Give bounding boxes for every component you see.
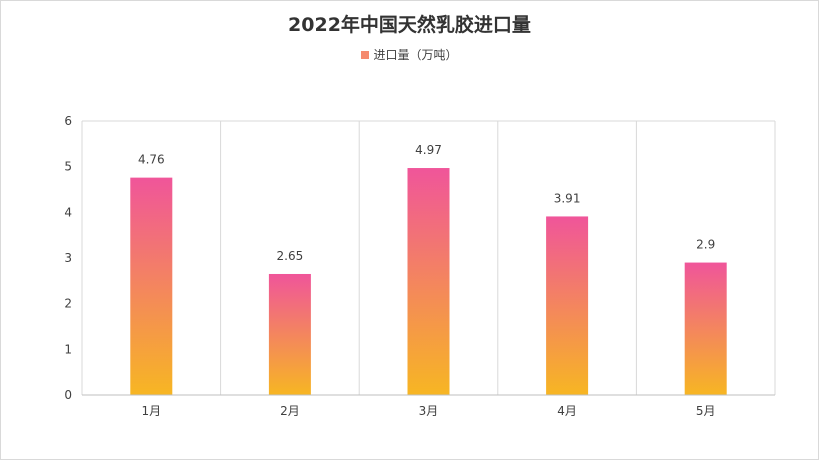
data-label: 4.97	[415, 143, 442, 157]
data-label: 2.9	[696, 238, 715, 252]
y-tick-label: 3	[64, 251, 72, 265]
legend: 进口量（万吨）	[0, 46, 819, 63]
data-label: 2.65	[277, 249, 304, 263]
x-tick-label: 5月	[696, 404, 716, 418]
legend-label: 进口量（万吨）	[373, 48, 458, 62]
bar	[684, 262, 727, 395]
bar	[546, 216, 589, 395]
y-tick-label: 1	[64, 342, 72, 356]
x-tick-label: 1月	[141, 404, 161, 418]
y-tick-label: 2	[64, 297, 72, 311]
data-label: 3.91	[554, 191, 581, 205]
legend-swatch	[361, 50, 370, 59]
y-tick-label: 4	[64, 205, 72, 219]
x-tick-label: 3月	[419, 404, 439, 418]
y-tick-label: 0	[64, 388, 72, 402]
y-tick-label: 5	[64, 160, 72, 174]
y-tick-label: 6	[64, 114, 72, 128]
bar	[268, 273, 311, 395]
data-label: 4.76	[138, 153, 165, 167]
bar	[407, 168, 450, 395]
x-tick-label: 2月	[280, 404, 300, 418]
x-tick-label: 4月	[557, 404, 577, 418]
chart-title: 2022年中国天然乳胶进口量	[288, 14, 531, 36]
bar	[130, 177, 173, 395]
